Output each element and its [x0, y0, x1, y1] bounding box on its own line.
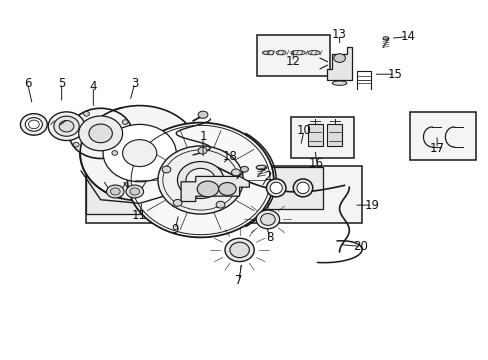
Ellipse shape	[103, 125, 176, 182]
Circle shape	[130, 188, 140, 195]
Text: 15: 15	[386, 68, 401, 81]
Bar	[290, 117, 353, 158]
Ellipse shape	[260, 213, 275, 225]
Text: 4: 4	[89, 80, 97, 93]
Ellipse shape	[231, 169, 240, 176]
Ellipse shape	[83, 112, 89, 116]
Ellipse shape	[266, 179, 285, 197]
Text: 13: 13	[331, 28, 346, 41]
Text: 16: 16	[308, 157, 324, 170]
Ellipse shape	[269, 182, 282, 194]
Text: 6: 6	[24, 77, 31, 90]
Text: 12: 12	[285, 55, 300, 68]
Text: 8: 8	[265, 231, 273, 244]
Polygon shape	[181, 176, 249, 202]
Bar	[256, 35, 329, 76]
Ellipse shape	[267, 50, 273, 55]
Ellipse shape	[89, 124, 112, 143]
Bar	[86, 166, 361, 223]
Ellipse shape	[276, 50, 285, 55]
Text: 19: 19	[364, 199, 379, 212]
Circle shape	[218, 183, 236, 195]
Circle shape	[110, 188, 120, 195]
Ellipse shape	[25, 118, 42, 131]
Text: 9: 9	[171, 223, 179, 236]
Ellipse shape	[59, 121, 74, 132]
Text: 18: 18	[222, 150, 237, 163]
Ellipse shape	[127, 123, 273, 237]
Ellipse shape	[79, 116, 122, 151]
Circle shape	[106, 185, 124, 198]
Ellipse shape	[112, 150, 118, 155]
Ellipse shape	[256, 165, 266, 170]
Bar	[261, 167, 322, 209]
Ellipse shape	[307, 50, 320, 55]
Ellipse shape	[80, 105, 199, 201]
Ellipse shape	[293, 179, 312, 197]
Text: 17: 17	[429, 142, 444, 155]
Bar	[86, 169, 154, 214]
Ellipse shape	[262, 51, 270, 54]
Ellipse shape	[331, 81, 346, 85]
Text: 2: 2	[264, 170, 271, 183]
Ellipse shape	[173, 199, 182, 206]
Text: 5: 5	[58, 77, 65, 90]
Ellipse shape	[122, 140, 157, 167]
Text: 11: 11	[132, 210, 147, 222]
Polygon shape	[327, 47, 351, 80]
Ellipse shape	[296, 182, 308, 194]
Text: 20: 20	[352, 240, 367, 253]
Text: 3: 3	[131, 77, 138, 90]
Ellipse shape	[382, 37, 388, 40]
Circle shape	[197, 181, 218, 197]
Ellipse shape	[69, 108, 132, 158]
Circle shape	[198, 111, 207, 118]
Ellipse shape	[290, 50, 305, 55]
Ellipse shape	[198, 147, 206, 154]
Ellipse shape	[177, 162, 224, 198]
Text: 10: 10	[296, 124, 311, 137]
Ellipse shape	[256, 210, 279, 229]
Circle shape	[240, 166, 248, 172]
Text: 1: 1	[199, 130, 206, 144]
Bar	[327, 125, 341, 146]
Ellipse shape	[158, 146, 243, 214]
Text: 14: 14	[400, 30, 414, 43]
Ellipse shape	[224, 238, 254, 262]
Text: 7: 7	[234, 274, 242, 287]
Ellipse shape	[48, 112, 84, 140]
Ellipse shape	[122, 120, 128, 125]
Ellipse shape	[216, 201, 224, 208]
Circle shape	[126, 185, 143, 198]
Circle shape	[333, 54, 345, 62]
Ellipse shape	[162, 166, 170, 173]
Ellipse shape	[185, 168, 215, 192]
Ellipse shape	[54, 116, 79, 136]
Ellipse shape	[20, 114, 47, 135]
Bar	[409, 112, 475, 160]
Ellipse shape	[73, 142, 79, 147]
Ellipse shape	[229, 242, 249, 258]
Bar	[307, 125, 322, 146]
